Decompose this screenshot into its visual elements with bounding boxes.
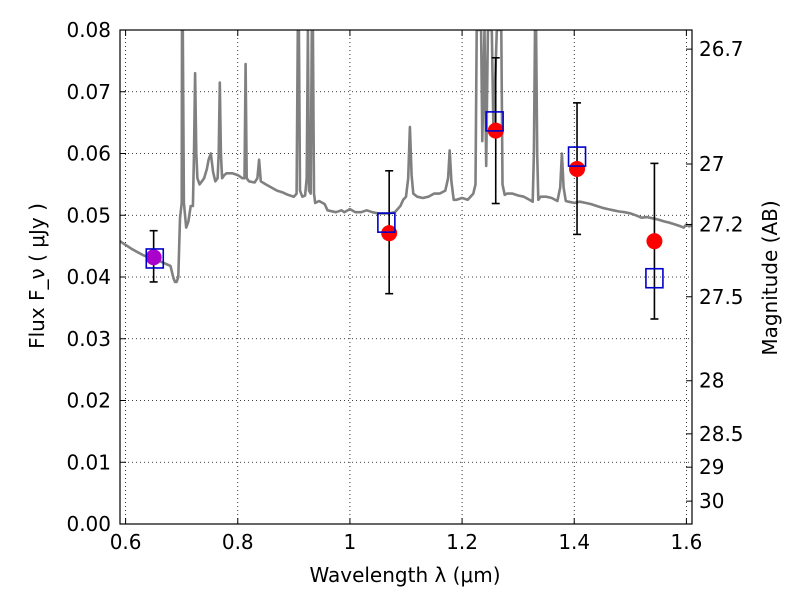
plot-frame <box>119 29 693 525</box>
model-spectrum <box>120 30 692 284</box>
x-tick-label: 0.6 <box>110 530 142 554</box>
model-photometry-point <box>377 212 396 233</box>
model-photometry-point <box>145 248 165 269</box>
y-tick-label: 0.08 <box>66 18 111 42</box>
model-spectrum-line <box>120 30 692 284</box>
y-tick-label: 0.01 <box>66 450 111 474</box>
y-tick-label: 0.02 <box>66 389 111 413</box>
observed-point <box>145 249 162 266</box>
model-photometry-point <box>567 146 587 167</box>
model-photometry-point <box>485 111 504 132</box>
model-photometry-points <box>145 111 664 289</box>
y-axis-title: Flux F_ν ( μJy ) <box>25 203 49 349</box>
right-tick-label: 29 <box>699 455 724 479</box>
right-tick-label: 28 <box>699 369 724 393</box>
x-tick-label: 1 <box>344 530 357 554</box>
right-axis-title: Magnitude (AB) <box>758 200 782 355</box>
y-tick-label: 0.06 <box>66 142 111 166</box>
plot-border <box>119 29 693 525</box>
y-tick-label: 0.05 <box>66 203 111 227</box>
y-tick-label: 0.03 <box>66 327 111 351</box>
observed-point <box>381 225 398 242</box>
right-tick-label: 28.5 <box>699 422 744 446</box>
error-bars <box>149 56 659 320</box>
right-tick-label: 30 <box>699 489 724 513</box>
observed-point <box>569 160 586 177</box>
observed-point <box>646 233 663 250</box>
x-tick-label: 1.4 <box>558 530 590 554</box>
right-tick-label: 27.5 <box>699 285 744 309</box>
observed-points <box>145 122 663 266</box>
y-tick-label: 0.07 <box>66 80 111 104</box>
right-tick-label: 27 <box>699 152 724 176</box>
y-tick-label: 0.04 <box>66 265 111 289</box>
x-axis-title: Wavelength λ (μm) <box>309 563 500 587</box>
x-tick-label: 1.2 <box>446 530 478 554</box>
right-tick-label: 26.7 <box>699 37 744 61</box>
y-tick-label: 0.00 <box>66 512 111 536</box>
x-tick-label: 1.6 <box>670 530 702 554</box>
right-tick-label: 27.2 <box>699 213 744 237</box>
x-tick-label: 0.8 <box>222 530 254 554</box>
axis-ticks: 0.6 0.8 1 1.2 1.4 1.6 0.00 0.01 0.02 0.03 0.04 0.05… <box>66 18 743 554</box>
grid <box>120 29 692 525</box>
model-photometry-point <box>645 267 664 289</box>
